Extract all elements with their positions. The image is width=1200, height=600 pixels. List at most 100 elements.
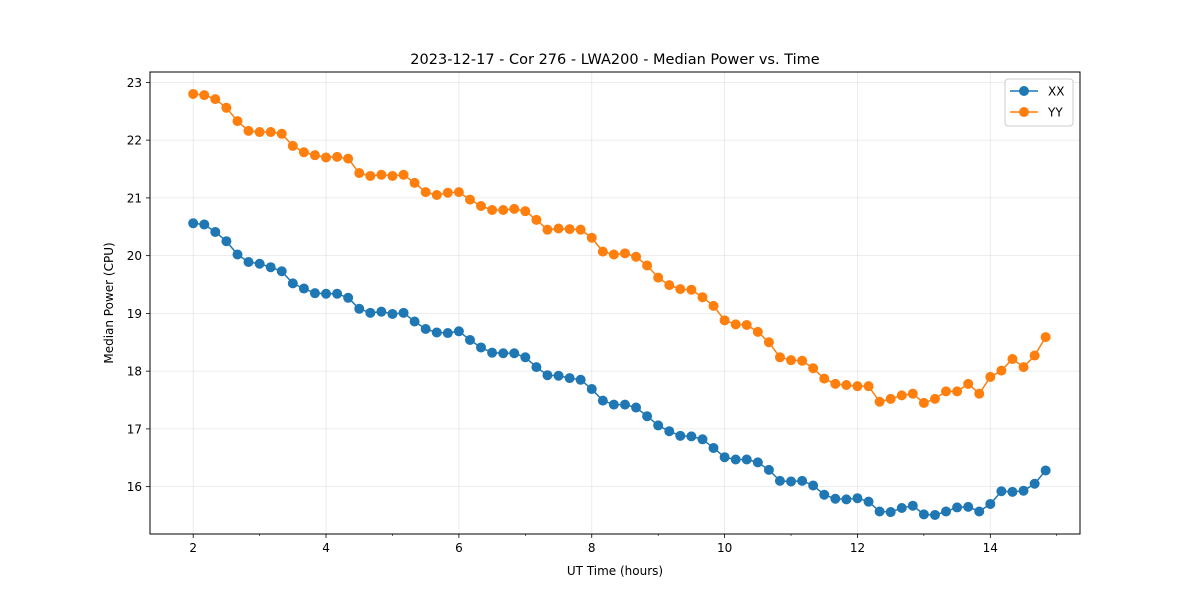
legend-marker-xx [1019,86,1029,96]
data-point-xx [985,498,996,509]
data-point-xx [774,475,785,486]
data-point-yy [686,284,697,295]
data-point-xx [874,506,885,517]
data-point-yy [376,169,387,180]
data-point-yy [885,393,896,404]
data-point-yy [520,206,531,217]
data-point-yy [398,169,409,180]
data-point-xx [575,374,586,385]
data-point-yy [276,128,287,139]
data-point-xx [686,431,697,442]
data-point-xx [996,486,1007,497]
data-point-xx [221,236,232,247]
data-point-xx [708,442,719,453]
data-point-yy [619,248,630,259]
data-point-xx [509,348,520,359]
data-point-yy [575,224,586,235]
y-tick-label: 17 [127,422,142,436]
data-point-xx [752,457,763,468]
data-point-yy [354,168,365,179]
data-point-xx [431,327,442,338]
data-point-yy [188,88,199,99]
series-layer [188,88,1051,520]
data-point-yy [841,380,852,390]
data-point-xx [309,288,320,299]
data-point-xx [929,509,940,520]
data-point-yy [763,337,774,348]
data-point-yy [741,319,752,330]
data-point-yy [321,152,332,163]
data-point-xx [918,509,929,520]
data-point-xx [442,328,453,339]
data-point-xx [1040,465,1051,476]
data-point-xx [464,334,475,345]
data-point-xx [420,323,431,334]
data-point-yy [752,326,763,337]
data-point-yy [298,147,309,158]
y-tick-label: 21 [127,191,142,205]
x-tick-label: 8 [588,541,596,555]
data-point-yy [830,378,841,389]
data-point-xx [963,501,974,512]
data-point-yy [1040,332,1051,343]
data-point-xx [520,352,531,363]
data-point-yy [309,150,320,161]
data-point-yy [332,151,343,162]
data-point-xx [808,480,819,491]
data-point-yy [675,284,686,295]
data-point-yy [730,319,741,330]
data-point-yy [774,352,785,363]
data-point-yy [498,205,509,216]
y-axis-label: Median Power (CPU) [102,242,116,363]
data-point-yy [442,187,453,198]
data-point-xx [487,347,498,358]
data-point-yy [941,386,952,397]
data-point-yy [697,292,708,303]
data-point-yy [863,381,874,392]
data-point-xx [974,506,985,517]
data-point-yy [996,365,1007,376]
data-point-xx [398,307,409,318]
legend-label-yy: YY [1047,106,1063,120]
data-point-yy [1007,354,1018,365]
data-point-xx [642,411,653,422]
data-point-xx [243,257,254,267]
data-point-xx [797,475,808,486]
data-point-yy [985,371,996,382]
data-point-xx [531,362,542,373]
data-point-xx [287,278,298,289]
data-point-xx [564,373,575,384]
data-point-xx [376,306,387,317]
data-point-xx [786,476,797,487]
data-point-xx [907,500,918,511]
data-point-yy [221,102,232,113]
data-point-xx [586,384,597,395]
data-point-xx [730,454,741,465]
data-point-yy [642,260,653,271]
data-point-xx [343,292,354,303]
data-point-xx [387,308,398,319]
y-tick-label: 19 [127,307,142,321]
y-tick-label: 23 [127,76,142,90]
data-point-yy [409,177,420,188]
data-point-xx [498,348,509,359]
data-point-yy [531,214,542,225]
data-point-xx [254,258,265,269]
data-point-xx [619,399,630,410]
data-point-xx [952,502,963,513]
x-tick-label: 6 [455,541,463,555]
y-tick-label: 22 [127,134,142,148]
data-point-yy [874,396,885,407]
data-point-xx [852,493,863,504]
data-point-xx [841,494,852,505]
data-point-yy [719,315,730,326]
data-point-yy [786,355,797,366]
data-point-yy [918,397,929,408]
data-point-xx [354,303,365,314]
axis-ticks: 2 4 6 8 10 12 14 16 17 18 19 20 21 22 23 [127,76,1058,555]
data-point-yy [631,251,642,262]
data-point-xx [188,218,199,229]
data-point-xx [365,307,376,318]
data-point-yy [608,249,619,260]
data-point-xx [675,430,686,441]
